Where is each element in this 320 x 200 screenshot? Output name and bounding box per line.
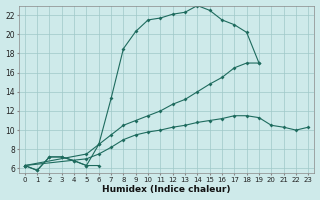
X-axis label: Humidex (Indice chaleur): Humidex (Indice chaleur) [102,185,231,194]
